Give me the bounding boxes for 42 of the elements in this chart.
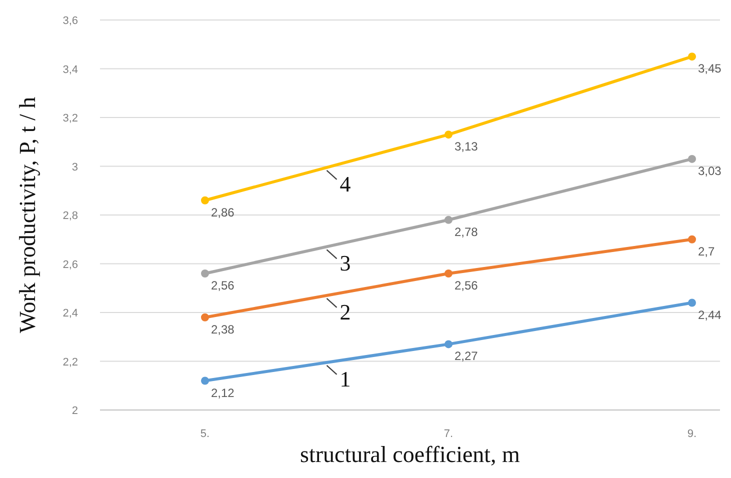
data-label: 2,7	[698, 244, 716, 258]
x-tick-label: 7.	[444, 428, 454, 440]
data-label: 2,56	[211, 278, 235, 292]
series-label: 3	[340, 250, 351, 276]
point	[688, 298, 696, 307]
point	[444, 340, 452, 348]
data-label: 2,12	[211, 386, 235, 400]
y-tick-label: 2,4	[62, 308, 78, 320]
point	[201, 313, 209, 322]
y-tick-label: 2	[72, 405, 78, 417]
data-label: 2,38	[211, 322, 235, 336]
y-tick-label: 3,6	[62, 15, 78, 27]
point	[688, 235, 696, 244]
point	[201, 270, 209, 278]
series-label: 4	[340, 171, 351, 196]
point	[444, 270, 452, 278]
data-label: 3,13	[454, 140, 478, 154]
point	[444, 216, 452, 224]
x-axis-title: structural coefficient, m	[300, 442, 520, 467]
y-tick-label: 2,6	[62, 258, 78, 271]
y-tick-label: 3,2	[62, 112, 78, 124]
y-tick-label: 2,8	[62, 210, 78, 222]
series-label: 1	[340, 366, 351, 392]
x-tick-label: 9.	[687, 428, 697, 440]
point	[201, 376, 209, 385]
data-label: 3,03	[698, 164, 722, 178]
x-tick-label: 5.	[200, 428, 210, 440]
data-label: 2,78	[454, 224, 478, 239]
point	[688, 52, 696, 61]
y-axis-title: Work productivity, P, t / h	[15, 96, 40, 334]
y-tick-label: 2,2	[62, 356, 78, 368]
y-tick-label: 3	[72, 161, 78, 174]
point	[444, 130, 452, 139]
y-tick-label: 3,4	[62, 64, 78, 76]
point	[201, 196, 209, 204]
series-label: 2	[340, 299, 351, 324]
data-label: 2,86	[211, 205, 235, 220]
point	[688, 154, 696, 163]
data-label: 3,45	[698, 62, 722, 76]
data-label: 2,44	[698, 308, 722, 322]
data-label: 2,27	[454, 349, 478, 364]
data-label: 2,56	[454, 278, 478, 292]
